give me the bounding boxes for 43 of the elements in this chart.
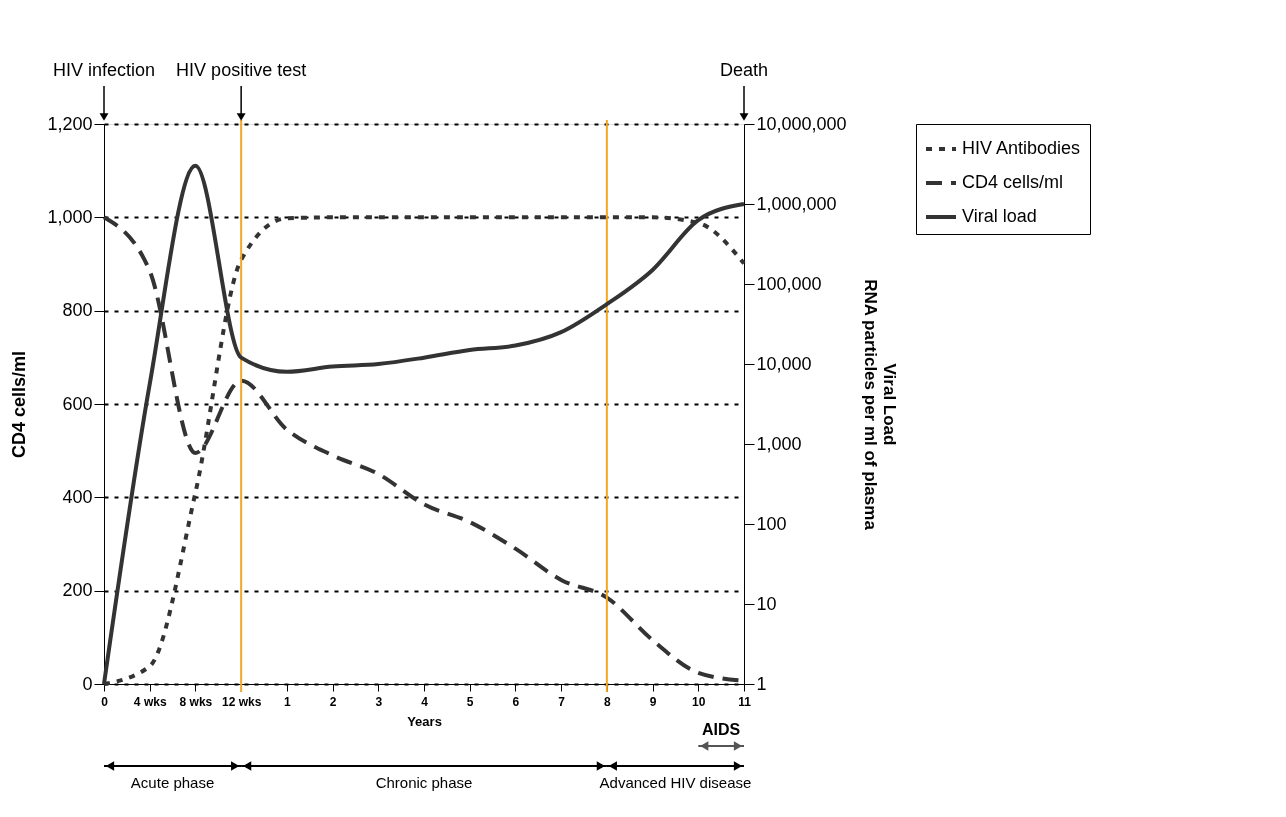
y-tick-label: 400 xyxy=(62,486,93,507)
y-tick-label: 800 xyxy=(62,300,93,321)
x-tick-label: 0 xyxy=(101,694,109,709)
y-tick-label: 1,200 xyxy=(47,113,93,134)
legend-label: CD4 cells/ml xyxy=(962,172,1064,192)
y2-tick-label: 100 xyxy=(756,513,787,534)
x-tick-label: 9 xyxy=(649,694,657,709)
x-tick-label: 5 xyxy=(466,694,474,709)
annotation: Death xyxy=(719,60,769,80)
x-tick-label: 3 xyxy=(375,694,383,709)
x-tick-label: 7 xyxy=(558,694,566,709)
legend-label: Viral load xyxy=(962,206,1037,226)
x-tick-label: 6 xyxy=(512,694,520,709)
x-tick-label: 1 xyxy=(284,694,292,709)
text: Acute phase xyxy=(130,774,215,791)
y2-tick-label: 10 xyxy=(756,593,777,614)
x-tick-label: 10 xyxy=(692,694,706,709)
y2-tick-label: 10,000 xyxy=(756,353,812,374)
x-tick-label: 12 wks xyxy=(221,694,262,709)
y2-tick-label: 10,000,000 xyxy=(756,113,847,134)
y2-axis-title: Viral Load RNA particles per ml of plasma xyxy=(860,279,899,531)
y-tick-label: 0 xyxy=(82,673,93,694)
text: Advanced HIV disease xyxy=(599,774,752,791)
y2-tick-label: 100,000 xyxy=(756,273,822,294)
annotation: HIV infection xyxy=(52,60,156,80)
annotation: HIV positive test xyxy=(176,60,307,80)
y-tick-label: 200 xyxy=(62,580,93,601)
x-tick-label: 11 xyxy=(738,694,752,709)
legend-label: HIV Antibodies xyxy=(962,138,1081,158)
text: Chronic phase xyxy=(375,774,473,791)
y2-tick-label: 1,000 xyxy=(756,433,802,454)
x-tick-label: 8 wks xyxy=(179,694,213,709)
y2-tick-label: 1 xyxy=(756,673,767,694)
x-tick-label: 4 wks xyxy=(133,694,167,709)
y2-tick-label: 1,000,000 xyxy=(756,193,837,214)
x-tick-label: 4 xyxy=(421,694,429,709)
x-axis-title: Years xyxy=(407,713,442,729)
y-tick-label: 1,000 xyxy=(47,206,93,227)
x-tick-label: 8 xyxy=(604,694,612,709)
y-tick-label: 600 xyxy=(62,393,93,414)
y-axis-title: CD4 cells/ml xyxy=(9,350,30,459)
text: AIDS xyxy=(702,721,741,738)
x-tick-label: 2 xyxy=(329,694,337,709)
